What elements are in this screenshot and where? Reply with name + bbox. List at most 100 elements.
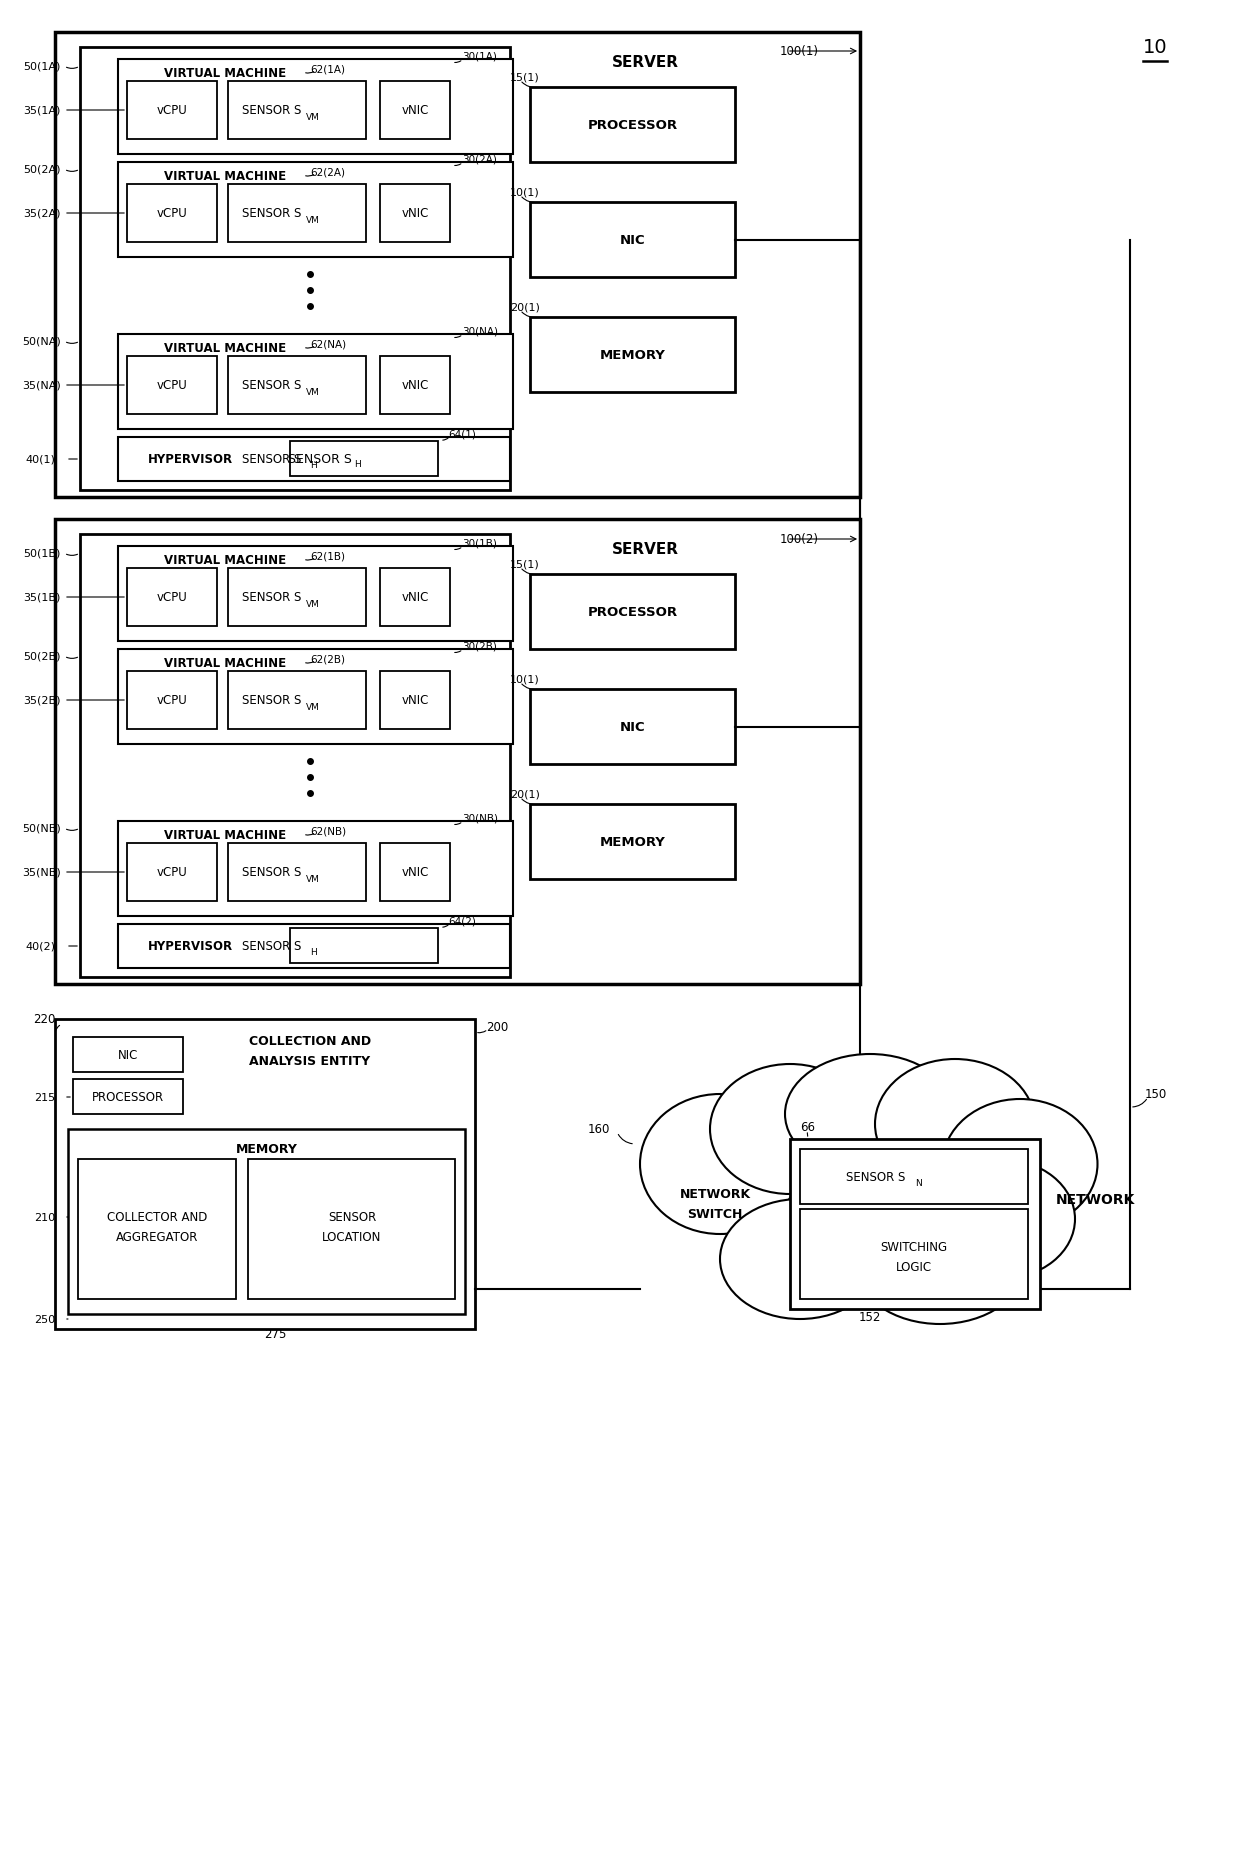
- Bar: [379, 844, 450, 902]
- Text: LOCATION: LOCATION: [322, 1230, 382, 1243]
- Text: 35(NA): 35(NA): [22, 380, 61, 391]
- Bar: [126, 356, 217, 416]
- Text: 30(NA): 30(NA): [463, 326, 498, 337]
- Text: 62(1A): 62(1A): [310, 65, 345, 75]
- Text: 30(1B): 30(1B): [463, 539, 497, 548]
- Text: VIRTUAL MACHINE: VIRTUAL MACHINE: [164, 658, 286, 671]
- Bar: [228, 671, 366, 729]
- Bar: [126, 185, 217, 242]
- Bar: [790, 1139, 1040, 1309]
- Bar: [228, 185, 366, 242]
- Text: PROCESSOR: PROCESSOR: [588, 119, 678, 132]
- Text: 20(1): 20(1): [510, 302, 539, 313]
- Text: AGGREGATOR: AGGREGATOR: [115, 1230, 198, 1243]
- Text: SWITCHING: SWITCHING: [880, 1241, 947, 1254]
- Ellipse shape: [785, 1055, 955, 1174]
- Ellipse shape: [856, 1204, 1025, 1323]
- Bar: [126, 82, 217, 140]
- Text: 50(NB): 50(NB): [22, 824, 61, 833]
- Text: SENSOR S: SENSOR S: [242, 104, 301, 117]
- Bar: [800, 1150, 1028, 1204]
- Text: 152: 152: [859, 1310, 882, 1323]
- Text: 275: 275: [264, 1327, 286, 1340]
- Ellipse shape: [720, 1199, 880, 1320]
- Bar: [78, 1159, 236, 1299]
- Ellipse shape: [942, 1100, 1097, 1230]
- Text: SENSOR S: SENSOR S: [242, 453, 301, 466]
- Text: 35(1A): 35(1A): [24, 106, 61, 116]
- Bar: [81, 48, 510, 490]
- Text: 15(1): 15(1): [510, 559, 539, 570]
- Text: SWITCH: SWITCH: [687, 1208, 743, 1221]
- Text: PROCESSOR: PROCESSOR: [92, 1090, 164, 1103]
- Text: NIC: NIC: [118, 1049, 138, 1062]
- Ellipse shape: [875, 1059, 1035, 1189]
- Text: 40(2): 40(2): [25, 941, 55, 951]
- Bar: [228, 569, 366, 626]
- Text: VM: VM: [306, 114, 320, 123]
- Text: vNIC: vNIC: [402, 378, 429, 391]
- Text: vCPU: vCPU: [156, 591, 187, 604]
- Text: 35(2A): 35(2A): [24, 209, 61, 218]
- Text: NETWORK: NETWORK: [1055, 1193, 1135, 1206]
- Text: 20(1): 20(1): [510, 790, 539, 800]
- Text: NIC: NIC: [620, 721, 646, 734]
- Bar: [800, 1210, 1028, 1299]
- Text: SENSOR S: SENSOR S: [288, 453, 352, 466]
- Text: vCPU: vCPU: [156, 104, 187, 117]
- Text: vCPU: vCPU: [156, 207, 187, 220]
- Bar: [118, 60, 513, 155]
- Text: H: H: [353, 460, 361, 468]
- Bar: [529, 203, 735, 278]
- Text: 100(2): 100(2): [780, 533, 818, 546]
- Text: SENSOR S: SENSOR S: [242, 867, 301, 880]
- Text: 30(2B): 30(2B): [463, 641, 497, 652]
- Text: vNIC: vNIC: [402, 591, 429, 604]
- Bar: [55, 520, 861, 984]
- Text: vCPU: vCPU: [156, 693, 187, 706]
- Text: H: H: [310, 460, 316, 470]
- Bar: [118, 438, 510, 481]
- Text: 10: 10: [1143, 39, 1167, 58]
- Text: COLLECTOR AND: COLLECTOR AND: [107, 1212, 207, 1225]
- Bar: [529, 319, 735, 393]
- Text: 35(2B): 35(2B): [24, 695, 61, 706]
- Bar: [290, 928, 438, 964]
- Bar: [126, 844, 217, 902]
- Text: VM: VM: [306, 216, 320, 226]
- Bar: [126, 671, 217, 729]
- Bar: [55, 1020, 475, 1329]
- Text: MEMORY: MEMORY: [236, 1143, 298, 1156]
- Text: 35(NB): 35(NB): [22, 867, 61, 878]
- Text: 200: 200: [486, 1021, 508, 1035]
- Text: 210: 210: [33, 1212, 55, 1223]
- Text: SENSOR S: SENSOR S: [242, 591, 301, 604]
- Bar: [118, 162, 513, 257]
- Text: 215: 215: [33, 1092, 55, 1102]
- Bar: [529, 574, 735, 651]
- Text: N: N: [915, 1178, 921, 1187]
- Text: 50(2B): 50(2B): [24, 652, 61, 662]
- Bar: [248, 1159, 455, 1299]
- Bar: [68, 1130, 465, 1314]
- Text: HYPERVISOR: HYPERVISOR: [148, 939, 233, 953]
- Text: VIRTUAL MACHINE: VIRTUAL MACHINE: [164, 67, 286, 80]
- Text: VM: VM: [306, 703, 320, 712]
- Text: vNIC: vNIC: [402, 867, 429, 880]
- Text: 50(1A): 50(1A): [24, 62, 61, 73]
- Bar: [228, 844, 366, 902]
- Text: VM: VM: [306, 874, 320, 884]
- Text: 30(1A): 30(1A): [463, 52, 497, 62]
- Bar: [529, 88, 735, 162]
- Text: SENSOR S: SENSOR S: [242, 378, 301, 391]
- Text: vNIC: vNIC: [402, 207, 429, 220]
- Text: SERVER: SERVER: [611, 542, 678, 557]
- Text: 64(2): 64(2): [448, 917, 476, 926]
- Text: VIRTUAL MACHINE: VIRTUAL MACHINE: [164, 829, 286, 843]
- Bar: [118, 822, 513, 917]
- Text: 250: 250: [33, 1314, 55, 1323]
- Bar: [379, 356, 450, 416]
- Bar: [379, 569, 450, 626]
- Ellipse shape: [925, 1159, 1075, 1279]
- Bar: [118, 546, 513, 641]
